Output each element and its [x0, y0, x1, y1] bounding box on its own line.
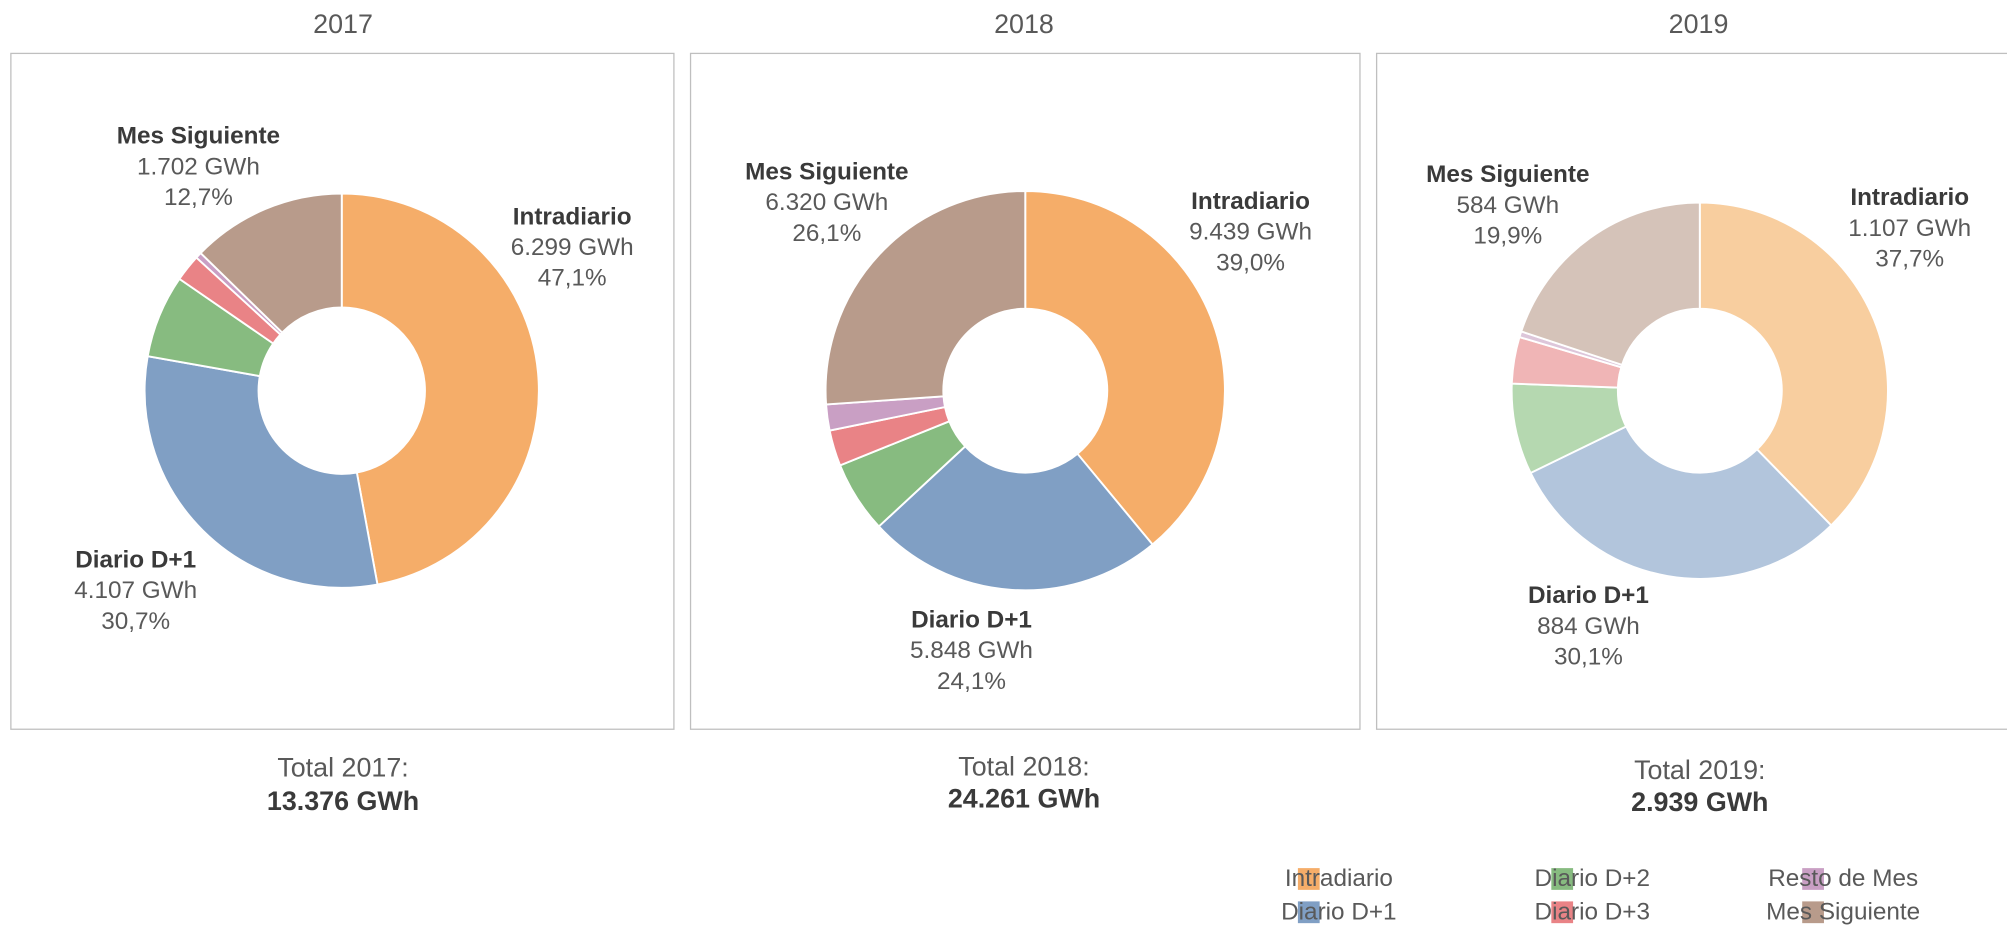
legend-label: Resto de Mes — [1768, 865, 1918, 892]
segment-percent: 30,7% — [101, 608, 170, 635]
segment-percent: 39,0% — [1216, 249, 1285, 276]
legend-swatch — [1297, 901, 1320, 924]
segment-energy: 584 GWh — [1456, 192, 1559, 219]
segment-energy: 1.702 GWh — [137, 153, 260, 180]
segment-energy: 6.320 GWh — [765, 189, 888, 216]
donut-segment — [1520, 201, 1701, 367]
segment-name: Intradiario — [1191, 188, 1310, 215]
panel-frame — [10, 52, 675, 730]
segment-percent: 30,1% — [1554, 644, 1623, 671]
segment-name: Intradiario — [513, 203, 632, 230]
donut-segment — [1698, 201, 1889, 527]
donut-segment — [143, 355, 379, 589]
total-caption: Total 2018: — [958, 751, 1089, 781]
legend-swatch — [1551, 868, 1574, 890]
segment-percent: 19,9% — [1473, 223, 1542, 250]
panel-frame — [1375, 52, 2007, 730]
donut-segment — [1529, 425, 1833, 580]
total-caption: Total 2017: — [277, 753, 408, 783]
segment-energy: 1.107 GWh — [1848, 215, 1971, 242]
legend-label: Diario D+3 — [1535, 898, 1650, 925]
donut-segment — [824, 190, 1027, 406]
segment-name: Mes Siguiente — [745, 159, 908, 186]
chart-title: 2019 — [1669, 9, 1729, 39]
chart-title: 2018 — [994, 9, 1054, 39]
segment-energy: 6.299 GWh — [511, 234, 634, 261]
donut-segment — [199, 192, 343, 334]
segment-name: Diario D+1 — [75, 546, 196, 573]
total-value: 2.939 GWh — [1631, 787, 1768, 817]
segment-name: Mes Siguiente — [1426, 161, 1589, 188]
legend-swatch — [1802, 901, 1824, 924]
total-value: 24.261 GWh — [948, 783, 1100, 813]
segment-name: Diario D+1 — [911, 606, 1032, 633]
panel-frame — [689, 52, 1361, 730]
segment-name: Diario D+1 — [1528, 582, 1649, 609]
segment-energy: 4.107 GWh — [74, 577, 197, 604]
legend-label: Intradiario — [1285, 865, 1393, 892]
segment-percent: 24,1% — [937, 668, 1006, 695]
legend-swatch — [1802, 868, 1824, 890]
donut-segment — [1024, 190, 1226, 546]
segment-percent: 37,7% — [1875, 246, 1944, 273]
segment-energy: 5.848 GWh — [910, 637, 1033, 664]
donut-segment — [877, 445, 1154, 592]
segment-percent: 12,7% — [164, 184, 233, 211]
legend-label: Diario D+2 — [1535, 865, 1650, 892]
total-value: 13.376 GWh — [267, 786, 419, 816]
segment-name: Mes Siguiente — [117, 123, 280, 150]
legend-swatch — [1297, 868, 1320, 890]
chart-title: 2017 — [313, 9, 373, 39]
segment-name: Intradiario — [1850, 184, 1969, 211]
legend-swatch — [1551, 901, 1574, 924]
segment-energy: 9.439 GWh — [1189, 219, 1312, 246]
segment-percent: 47,1% — [538, 265, 607, 292]
segment-percent: 26,1% — [792, 220, 861, 247]
legend-label: Diario D+1 — [1281, 898, 1396, 925]
total-caption: Total 2019: — [1634, 755, 1765, 785]
segment-energy: 884 GWh — [1537, 613, 1640, 640]
donut-segment — [340, 192, 540, 586]
legend-label: Mes Siguiente — [1766, 898, 1920, 925]
